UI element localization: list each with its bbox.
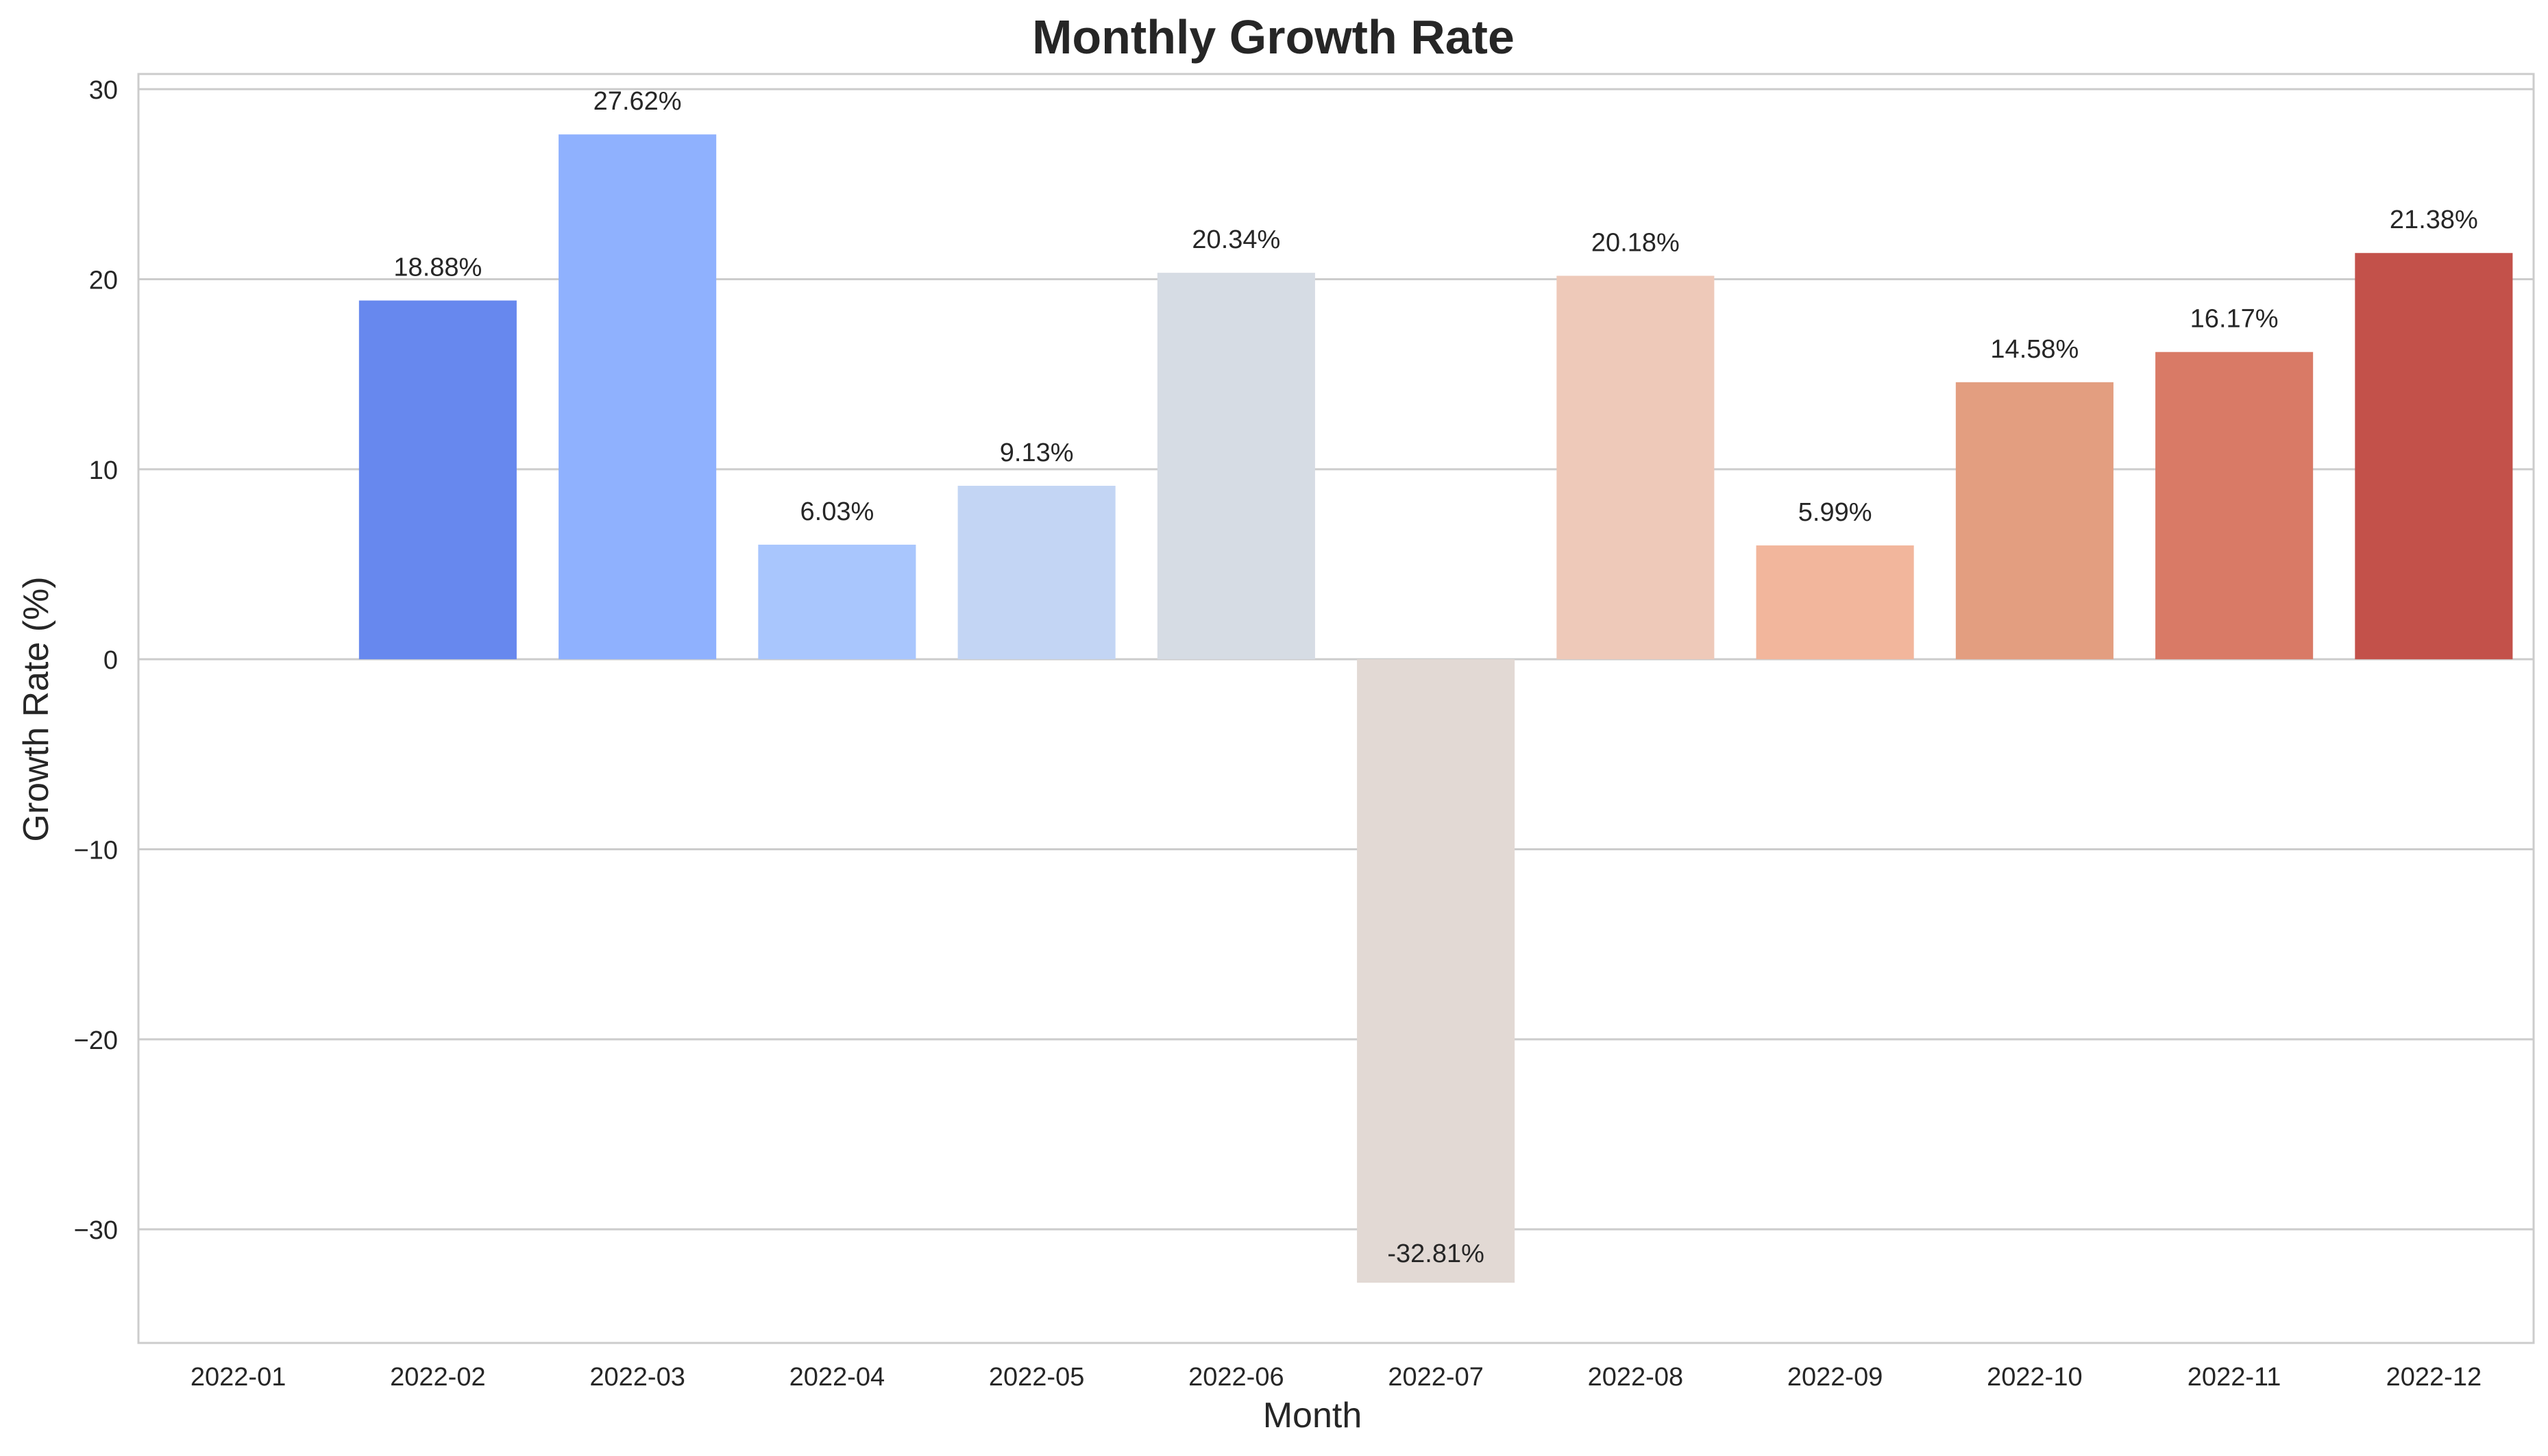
y-tick-label: 10 [89,456,118,485]
data-label-2022-05: 9.13% [1000,439,1074,467]
bar-2022-04 [758,544,916,660]
y-tick-labels: −30 −20 −10 0 10 20 30 [74,76,118,1245]
bar-2022-08 [1556,275,1715,660]
x-tick-label: 2022-05 [989,1363,1084,1392]
bar-2022-09 [1756,545,1914,660]
bar-2022-10 [1955,382,2114,660]
bar-2022-07 [1357,659,1515,1283]
data-label-2022-02: 18.88% [393,254,482,282]
chart-title: Monthly Growth Rate [1032,10,1515,64]
bar-2022-03 [559,134,717,660]
plot-frame [137,73,2535,1344]
data-labels: 18.88% 27.62% 6.03% 9.13% 20.34% -32.81% 20.18… [393,87,2477,1268]
bar-2022-06 [1157,273,1315,660]
x-axis-label: Month [1263,1396,1362,1435]
data-label-2022-12: 21.38% [2390,206,2478,234]
x-tick-label: 2022-07 [1388,1363,1483,1392]
bars [358,134,2513,1283]
y-tick-label: −30 [74,1216,118,1245]
grid-lines [138,88,2534,1231]
bar-2022-05 [957,485,1116,660]
y-tick-label: −20 [74,1026,118,1055]
bar-2022-12 [2355,253,2513,660]
data-label-2022-10: 14.58% [1990,335,2079,364]
x-tick-label: 2022-06 [1188,1363,1284,1392]
y-tick-label: 20 [89,267,118,295]
data-label-2022-07: -32.81% [1387,1239,1484,1268]
data-label-2022-11: 16.17% [2190,305,2279,334]
x-tick-label: 2022-09 [1787,1363,1883,1392]
data-label-2022-09: 5.99% [1798,498,1872,527]
x-tick-label: 2022-01 [191,1363,286,1392]
bar-2022-02 [358,300,517,660]
y-axis-label: Growth Rate (%) [16,576,56,841]
y-tick-label: 30 [89,76,118,105]
x-tick-label: 2022-02 [390,1363,485,1392]
x-tick-label: 2022-04 [789,1363,885,1392]
y-tick-label: −10 [74,837,118,865]
data-label-2022-06: 20.34% [1192,225,1280,254]
bar-2022-11 [2155,351,2314,660]
x-tick-label: 2022-08 [1588,1363,1683,1392]
x-tick-label: 2022-10 [1987,1363,2082,1392]
y-tick-label: 0 [103,646,118,675]
data-label-2022-03: 27.62% [593,87,682,116]
data-label-2022-08: 20.18% [1591,229,1680,258]
x-tick-labels: 2022-01 2022-02 2022-03 2022-04 2022-05 2022-… [191,1363,2482,1392]
x-tick-label: 2022-03 [589,1363,685,1392]
x-tick-label: 2022-12 [2386,1363,2482,1392]
data-label-2022-04: 6.03% [800,497,874,526]
x-tick-label: 2022-11 [2188,1363,2281,1392]
